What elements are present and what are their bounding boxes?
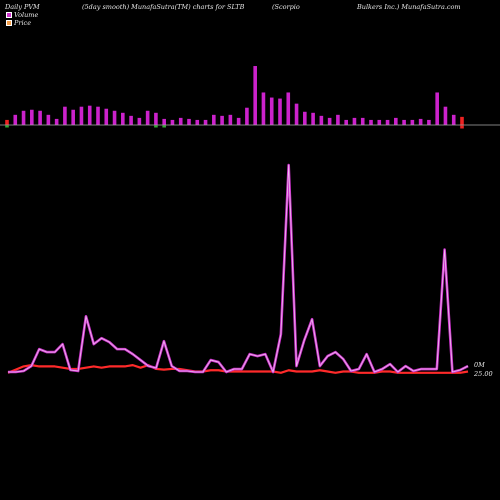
volume-bar [79, 106, 84, 125]
volume-bar [311, 112, 315, 125]
volume-bar [435, 92, 439, 125]
volume-bar [294, 103, 299, 125]
volume-bar [104, 108, 109, 125]
volume-bars-group [5, 66, 464, 129]
volume-bar [162, 118, 166, 125]
chart-header-center: (5day smooth) MunafaSutra(TM) charts for… [82, 3, 245, 11]
volume-bar [236, 117, 241, 125]
volume-bar [402, 119, 406, 125]
volume-bar [269, 97, 274, 125]
chart-header-company-a: (Scorpio [272, 3, 300, 11]
volume-smooth-line [8, 163, 469, 374]
volume-bar-down-mark [5, 125, 9, 128]
volume-bar [112, 110, 117, 125]
volume-bar [451, 114, 456, 125]
legend-volume-swatch [6, 12, 12, 18]
volume-bar [286, 92, 291, 125]
volume-bar [5, 119, 9, 125]
volume-bar [427, 119, 431, 125]
volume-bar-down-mark [154, 125, 158, 128]
volume-bar [21, 110, 26, 125]
volume-bar-down-mark [460, 125, 464, 129]
legend-price-swatch [6, 20, 12, 26]
chart-header-left: Daily PVM [5, 3, 40, 11]
volume-bar [63, 106, 67, 125]
price-line [7, 364, 469, 374]
legend-price: Price [6, 19, 31, 27]
legend-price-label: Price [14, 19, 32, 27]
volume-bar [46, 114, 51, 125]
volume-axis-tick-label: 0M [474, 361, 485, 369]
volume-bar [96, 106, 100, 125]
volume-bar [121, 112, 125, 125]
volume-bar [87, 105, 92, 125]
volume-bar [360, 117, 365, 125]
volume-bar [220, 115, 224, 125]
volume-bar [369, 119, 373, 125]
volume-bar [261, 92, 266, 125]
volume-bar [253, 66, 257, 125]
volume-bar [137, 117, 142, 125]
volume-bar [71, 109, 75, 125]
volume-bar [178, 117, 183, 125]
volume-bar [212, 114, 216, 125]
volume-bar [394, 117, 398, 125]
volume-bar [154, 112, 158, 125]
lines-group [7, 163, 469, 374]
volume-bar [38, 110, 42, 125]
volume-bar [129, 115, 133, 125]
volume-bar [443, 106, 448, 125]
volume-bar [54, 118, 59, 125]
volume-bar [30, 109, 34, 125]
volume-bar [460, 116, 464, 125]
price-axis-tick-label: 25.00 [473, 370, 493, 378]
chart-header-company-b: Bulkers Inc.) MunafaSutra.com [357, 3, 461, 11]
volume-bar [377, 119, 382, 125]
volume-bar [13, 114, 18, 125]
volume-bar [228, 114, 233, 125]
volume-bar [418, 118, 423, 125]
volume-bar [319, 115, 324, 125]
volume-bar [203, 119, 208, 125]
volume-bar [303, 111, 307, 125]
volume-bar [245, 107, 249, 125]
volume-bar [327, 117, 332, 125]
volume-bar [145, 110, 150, 125]
volume-bar [195, 119, 200, 125]
legend-volume: Volume [6, 11, 38, 19]
volume-bar [344, 119, 348, 125]
volume-bar [352, 117, 357, 125]
volume-bar [385, 119, 390, 125]
volume-bar [410, 119, 415, 125]
legend-volume-label: Volume [14, 11, 39, 19]
volume-bar-down-mark [162, 125, 166, 128]
volume-bar [278, 98, 282, 125]
volume-bar [187, 118, 191, 125]
volume-bar [336, 114, 340, 125]
volume-bar [170, 119, 175, 125]
volume-smooth-line-inner [8, 164, 469, 373]
